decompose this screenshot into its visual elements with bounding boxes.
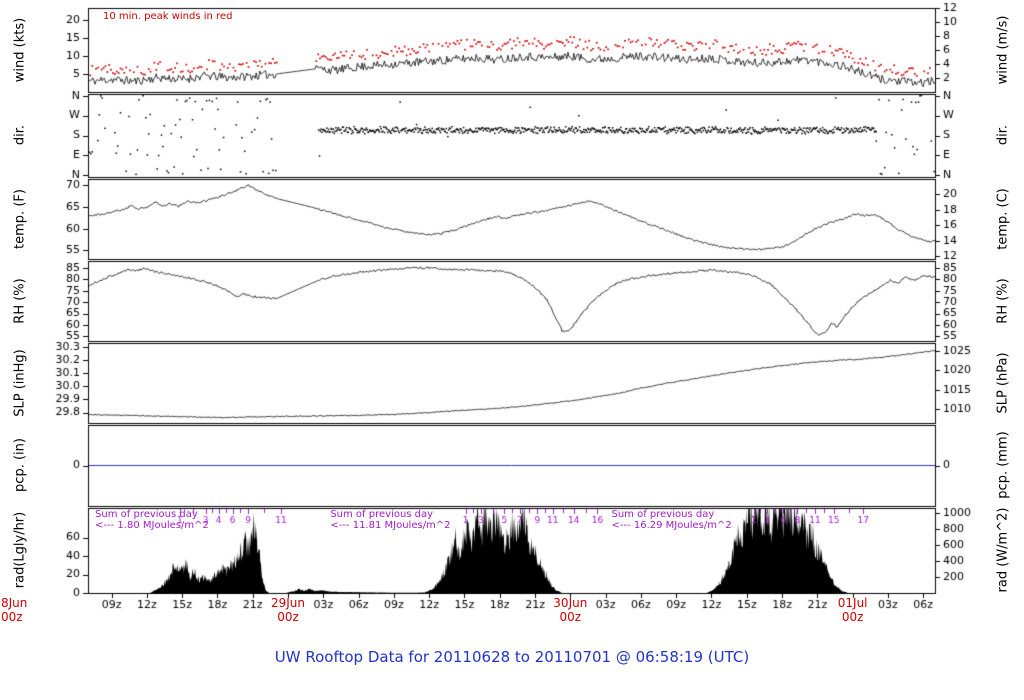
day-label-date: 30Jun	[553, 596, 588, 610]
x-day-label-29jun: 29Jun 00z	[271, 596, 305, 624]
axis-label-rad-right: rad (W/m^2)	[995, 507, 1011, 593]
day-label-date: 01Jul	[837, 596, 868, 610]
rad-sum-line2: <--- 11.81 MJoules/m^2	[330, 520, 451, 531]
axis-label-pcp-left: pcp. (in)	[12, 438, 28, 492]
day-label-hour: 00z	[1, 610, 23, 624]
day-label-date: 8Jun	[1, 596, 28, 610]
axis-label-slp-right: SLP (hPa)	[995, 352, 1011, 414]
axis-label-rh-left: RH (%)	[12, 278, 28, 324]
axis-label-dir-right: dir.	[995, 124, 1011, 146]
axis-label-temp-right: temp. (C)	[995, 188, 1011, 250]
peak-winds-note: 10 min. peak winds in red	[103, 11, 233, 22]
axis-label-rad-left: rad(Lgly/hr)	[12, 511, 28, 589]
rad-sum-line1: Sum of previous day	[611, 509, 715, 520]
x-day-label-30jun: 30Jun 00z	[553, 596, 587, 624]
day-label-date: 29Jun	[270, 596, 305, 610]
rad-sum-note-day1: Sum of previous day <--- 1.80 MJoules/m^…	[95, 509, 209, 531]
axis-label-wind-left: wind (kts)	[12, 17, 28, 83]
x-day-label-cutoff: 8Jun 00z	[1, 596, 27, 624]
rad-sum-note-day2: Sum of previous day <--- 11.81 MJoules/m…	[330, 509, 450, 531]
day-label-hour: 00z	[559, 610, 582, 624]
rad-sum-line1: Sum of previous day	[330, 509, 434, 520]
rad-sum-line2: <--- 1.80 MJoules/m^2	[95, 520, 209, 531]
rad-sum-note-day3: Sum of previous day <--- 16.29 MJoules/m…	[611, 509, 731, 531]
rad-sum-line1: Sum of previous day	[95, 509, 198, 520]
day-label-hour: 00z	[841, 610, 864, 624]
rad-sum-line2: <--- 16.29 MJoules/m^2	[611, 520, 732, 531]
axis-label-pcp-right: pcp. (mm)	[995, 431, 1011, 499]
x-day-label-01jul: 01Jul 00z	[838, 596, 868, 624]
axis-label-wind-right: wind (m/s)	[995, 15, 1011, 85]
axis-label-dir-left: dir.	[12, 124, 28, 146]
day-label-hour: 00z	[277, 610, 299, 624]
axis-label-slp-left: SLP (inHg)	[12, 349, 28, 417]
axis-label-temp-left: temp. (F)	[12, 189, 28, 249]
axis-label-rh-right: RH (%)	[995, 278, 1011, 324]
chart-title: UW Rooftop Data for 20110628 to 20110701…	[274, 648, 750, 666]
